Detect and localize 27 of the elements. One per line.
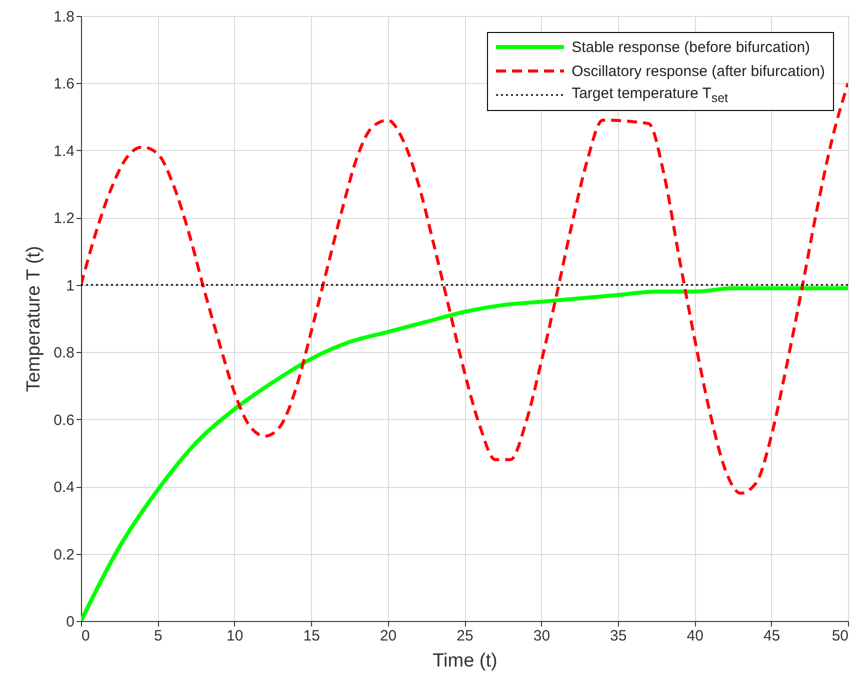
x-tick-label: 20 — [380, 628, 397, 644]
y-tick-label: 1.6 — [54, 76, 74, 93]
y-tick-label: 1.8 — [54, 8, 74, 26]
legend-label: Target temperature T$_{set}$ — [572, 85, 728, 105]
x-tick-label: 45 — [763, 628, 780, 644]
x-tick-label: 0 — [82, 628, 90, 644]
x-tick-label: 5 — [154, 628, 162, 644]
y-tick-label: 1.4 — [54, 142, 74, 160]
x-axis-title: Time (t) — [432, 650, 498, 672]
x-tick-label: 15 — [303, 628, 320, 644]
y-tick-label: 1.2 — [54, 210, 74, 228]
y-tick-label: 0 — [66, 614, 74, 630]
x-tick-label: 30 — [533, 628, 550, 644]
x-tick-label: 35 — [610, 628, 627, 644]
y-tick-label: 0.2 — [54, 546, 74, 564]
x-tick-label: 40 — [686, 628, 704, 644]
x-tick-label: 50 — [832, 628, 848, 644]
y-tick-label: 0.4 — [54, 479, 74, 496]
y-axis-title: Temperature T (t) — [24, 246, 45, 392]
y-tick-label: 0.8 — [54, 344, 74, 362]
y-tick-label: 1 — [66, 277, 74, 294]
legend-label: Oscillatory response (after bifurcation) — [572, 62, 825, 80]
y-tick-label: 0.6 — [54, 412, 74, 429]
line-series — [81, 82, 848, 495]
x-tick-label: 10 — [226, 628, 244, 644]
x-tick-label: 25 — [456, 628, 474, 644]
legend-label: Stable response (before bifurcation) — [572, 38, 810, 56]
